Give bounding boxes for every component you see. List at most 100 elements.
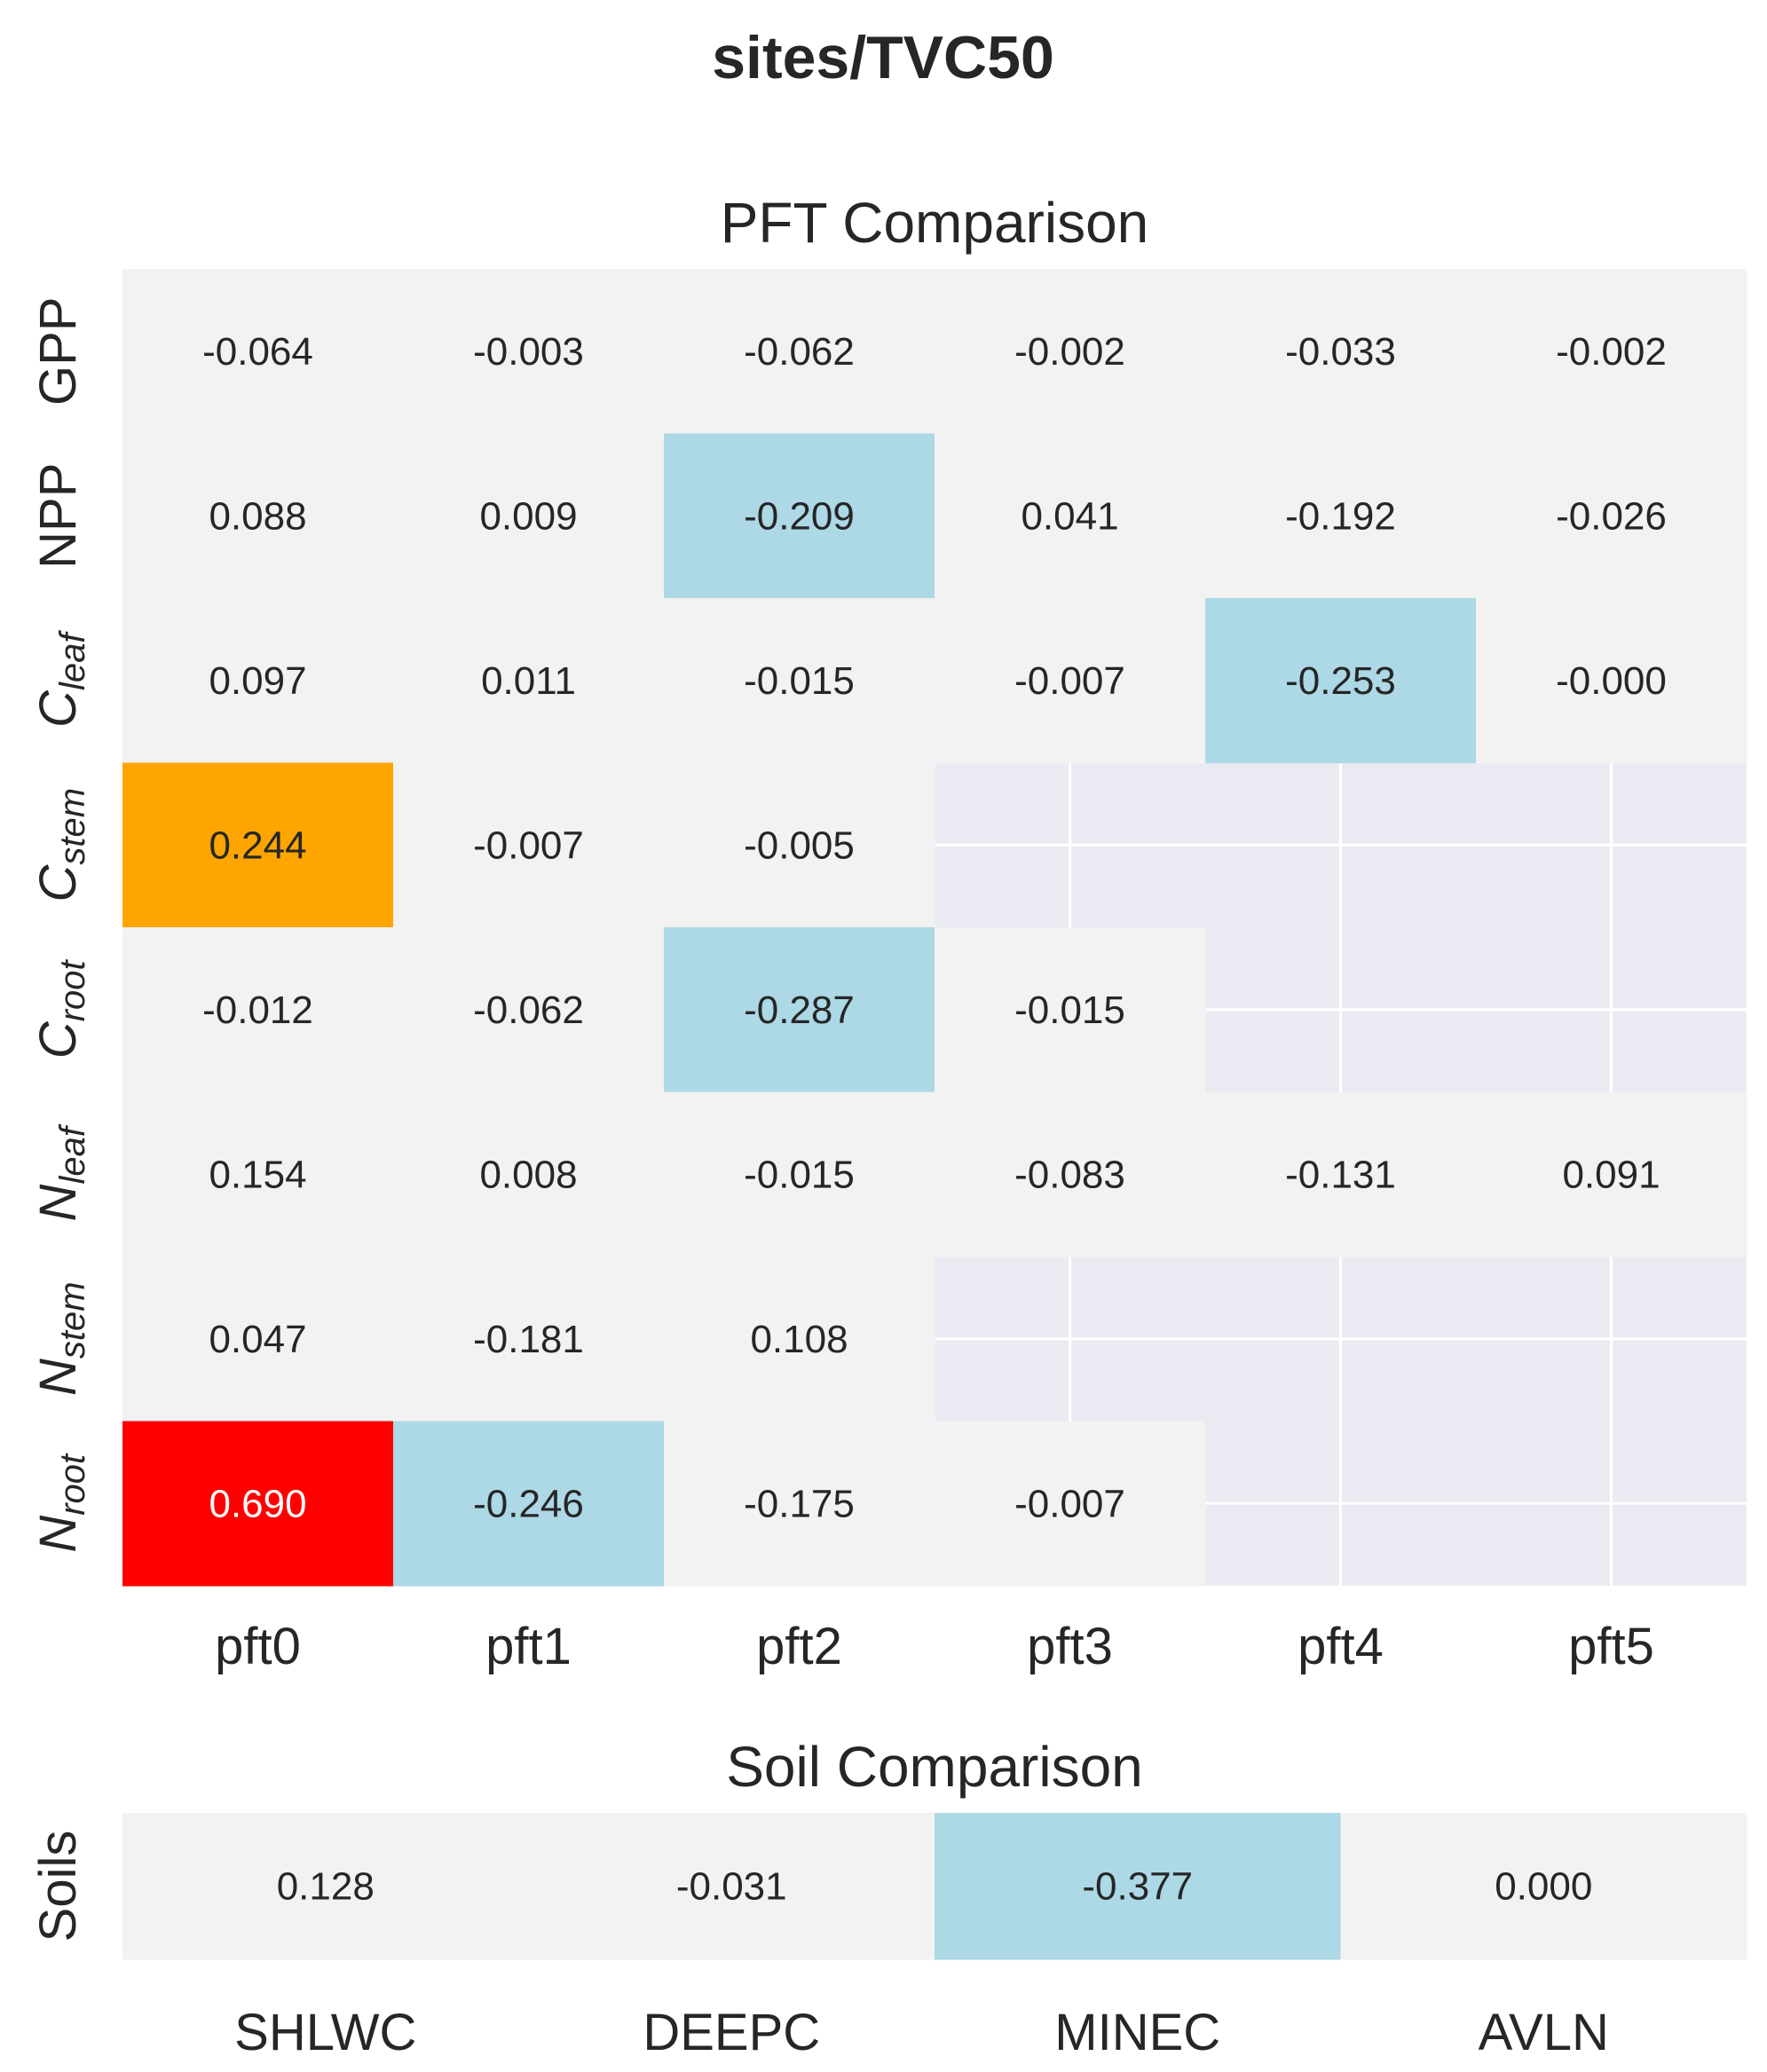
pft-y-tick-label: Nleaf: [29, 1123, 92, 1221]
pft-cell: [1205, 598, 1477, 764]
pft-cell: [1476, 269, 1747, 435]
pft-cell: [1476, 1091, 1747, 1257]
pft-cell-label: 0.690: [209, 1482, 306, 1525]
pft-y-tick-label: GPP: [29, 297, 87, 406]
pft-y-tick-label: NPP: [29, 463, 87, 569]
pft-cell-label: 0.154: [209, 1153, 306, 1196]
pft-cell-label: 0.244: [209, 823, 306, 867]
pft-y-tick-subscript: leaf: [53, 630, 92, 690]
pft-cell: [664, 1421, 935, 1587]
pft-cell-label: -0.003: [473, 330, 584, 374]
pft-cell-label: 0.008: [479, 1153, 577, 1196]
pft-heatmap: PFT Comparison -0.064 -0.003 -0.062 -0.002-…: [29, 191, 1747, 1675]
pft-cell: [393, 269, 665, 435]
pft-cell: [122, 598, 394, 764]
pft-y-tick-label: Cstem: [29, 788, 92, 902]
soil-cell-label: -0.377: [1082, 1865, 1193, 1909]
pft-cell-label: -0.007: [1014, 659, 1125, 703]
pft-cell: [664, 598, 935, 764]
pft-y-tick-main: N: [29, 1184, 87, 1221]
pft-cell-label: 0.108: [750, 1318, 848, 1361]
pft-x-tick-label: pft4: [1298, 1618, 1384, 1675]
pft-cell: [393, 598, 665, 764]
figure-suptitle: sites/TVC50: [712, 24, 1054, 91]
pft-cell-label: -0.062: [744, 330, 855, 374]
soil-y-tick-main: Soils: [29, 1831, 87, 1942]
pft-cell-label: 0.097: [209, 659, 306, 703]
pft-cell: [664, 927, 935, 1093]
pft-cell: [664, 269, 935, 435]
pft-y-tick-label: Cleaf: [29, 630, 92, 728]
soil-x-tick-label: SHLWC: [234, 2004, 416, 2061]
pft-cell-label: 0.011: [481, 659, 576, 703]
pft-cell-label: -0.033: [1285, 330, 1396, 374]
pft-cell: [935, 927, 1206, 1093]
pft-cell-label: 0.041: [1021, 494, 1118, 538]
pft-cell: [935, 269, 1206, 435]
pft-cell-label: -0.007: [1014, 1482, 1125, 1525]
pft-cell-label: -0.246: [473, 1482, 584, 1525]
pft-cell-label: -0.002: [1014, 330, 1125, 374]
pft-cell: [393, 1421, 665, 1587]
pft-cell: [664, 433, 935, 599]
pft-cell-label: 0.047: [209, 1318, 306, 1361]
soil-cell: [935, 1813, 1342, 1960]
soil-cells: 0.128 -0.031 -0.377 0.000: [122, 1813, 1747, 1960]
pft-y-tick-subscript: root: [53, 958, 92, 1021]
pft-y-tick-label: Croot: [29, 958, 92, 1059]
pft-cell: [1205, 269, 1477, 435]
pft-cell-label: -0.083: [1014, 1153, 1125, 1196]
soil-x-tick-label: DEEPC: [643, 2004, 820, 2061]
pft-y-tick-subscript: stem: [53, 788, 92, 865]
pft-cell-label: 0.091: [1562, 1153, 1660, 1196]
pft-y-tick-label: Nstem: [29, 1281, 92, 1396]
pft-y-tick-subscript: stem: [53, 1281, 92, 1359]
pft-y-tick-subscript: root: [53, 1453, 92, 1516]
pft-cell-label: -0.175: [744, 1482, 855, 1525]
pft-x-tick-label: pft1: [485, 1618, 572, 1675]
soil-cell-label: 0.128: [277, 1865, 375, 1909]
pft-cells: -0.064 -0.003 -0.062 -0.002 -0.033 -0.002 0.08…: [122, 269, 1747, 1587]
pft-y-tick-main: C: [29, 1020, 87, 1059]
pft-cell: [935, 1421, 1206, 1587]
pft-cell-label: -0.002: [1556, 330, 1667, 374]
soil-heatmap-title: Soil Comparison: [726, 1735, 1143, 1799]
pft-cell: [664, 1257, 935, 1422]
soil-cell: [528, 1813, 935, 1960]
pft-cell: [664, 1091, 935, 1257]
pft-cell-label: -0.026: [1556, 494, 1667, 538]
pft-y-tick-main: C: [29, 864, 87, 902]
pft-cell-label: -0.064: [202, 330, 313, 374]
pft-cell-label: -0.181: [473, 1318, 584, 1361]
pft-y-tick-label: Nroot: [29, 1453, 92, 1553]
pft-heatmap-title: PFT Comparison: [721, 191, 1149, 255]
soil-y-tick-label: Soils: [29, 1831, 87, 1942]
pft-y-tick-subscript: leaf: [53, 1123, 92, 1184]
pft-cell: [393, 927, 665, 1093]
pft-cell-label: -0.192: [1285, 494, 1396, 538]
soil-y-tick-labels: Soils: [29, 1831, 87, 1942]
pft-cell-label: -0.062: [473, 989, 584, 1032]
pft-cell: [122, 1421, 394, 1587]
pft-cell: [393, 1257, 665, 1422]
pft-cell-label: 0.088: [209, 494, 306, 538]
pft-cell: [393, 1091, 665, 1257]
pft-cell: [1205, 1091, 1477, 1257]
pft-x-tick-label: pft3: [1027, 1618, 1113, 1675]
pft-cell: [393, 433, 665, 599]
pft-cell-label: -0.131: [1285, 1153, 1396, 1196]
pft-x-tick-label: pft2: [756, 1618, 842, 1675]
pft-y-tick-main: N: [29, 1359, 87, 1396]
pft-cell-label: -0.015: [744, 1153, 855, 1196]
pft-y-tick-main: N: [29, 1516, 87, 1553]
pft-cell: [122, 762, 394, 928]
pft-cell: [1205, 433, 1477, 599]
soil-x-tick-label: AVLN: [1479, 2004, 1609, 2061]
soil-cell-label: -0.031: [676, 1865, 787, 1909]
pft-cell-label: -0.000: [1556, 659, 1667, 703]
pft-cell-label: -0.007: [473, 823, 584, 867]
pft-cell: [122, 1091, 394, 1257]
soil-x-tick-labels: SHLWC DEEPC MINEC AVLN: [234, 2004, 1609, 2061]
soil-heatmap: Soil Comparison 0.128 -0.031 -0.377 0.000 S…: [29, 1735, 1747, 2061]
